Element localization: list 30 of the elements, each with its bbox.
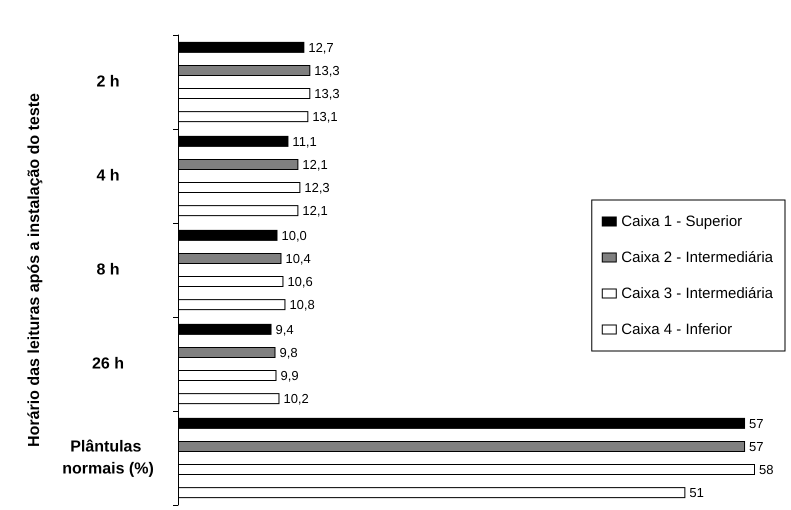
- data-label: 12,1: [302, 156, 328, 172]
- data-label: 58: [759, 462, 774, 478]
- y-tick-label: Plântulas normais (%): [62, 438, 154, 478]
- data-label: 9,9: [280, 368, 299, 384]
- legend-label: Caixa 2 - Intermediária: [621, 249, 774, 266]
- data-label: 9,8: [279, 344, 298, 360]
- y-tick-label: 8 h: [96, 262, 120, 278]
- y-tick-label: 26 h: [92, 356, 124, 372]
- data-label: 10,0: [281, 228, 307, 243]
- data-label: 57: [749, 416, 764, 431]
- y-tick-label: 4 h: [96, 168, 120, 184]
- data-label: 51: [689, 485, 704, 500]
- data-label: 11,1: [292, 134, 317, 149]
- data-label: 13,3: [314, 62, 340, 78]
- data-label: 10,8: [289, 297, 315, 312]
- data-label: 9,4: [276, 322, 294, 337]
- data-label: 10,2: [283, 391, 309, 406]
- data-label: 57: [749, 438, 764, 454]
- data-label: 12,1: [302, 203, 328, 218]
- legend-label: Caixa 1 - Superior: [621, 213, 742, 230]
- data-label: 13,1: [312, 109, 338, 124]
- data-label: 10,4: [285, 250, 311, 266]
- y-tick-label: 2 h: [96, 74, 120, 90]
- legend-label: Caixa 3 - Intermediária: [621, 285, 774, 302]
- y-axis-title: Horário das leituras após a instalação do teste: [26, 92, 44, 447]
- legend-label: Caixa 4 - Inferior: [621, 321, 732, 338]
- data-label: 12,7: [308, 40, 334, 55]
- data-label: 13,3: [314, 86, 340, 102]
- data-label: 10,6: [287, 274, 313, 290]
- data-label: 12,3: [304, 180, 330, 196]
